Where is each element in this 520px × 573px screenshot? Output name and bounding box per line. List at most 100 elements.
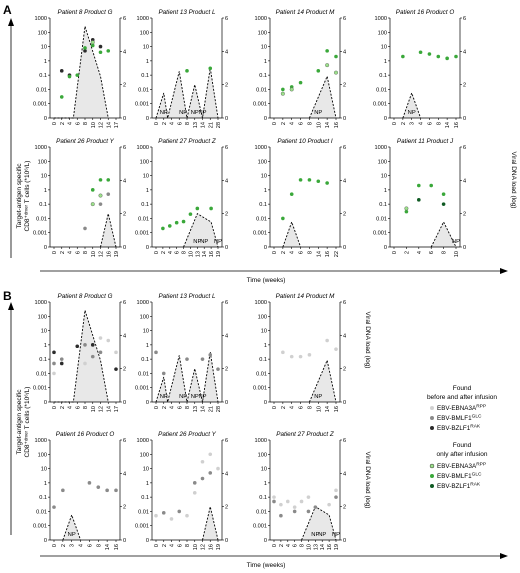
data-point bbox=[208, 353, 213, 357]
left-arrow-b-head bbox=[8, 302, 14, 310]
legend-swatch bbox=[430, 474, 434, 478]
data-point bbox=[313, 505, 318, 509]
np-label: NP bbox=[68, 532, 76, 538]
legend-swatch bbox=[429, 463, 435, 469]
left-tick-label: 10 bbox=[41, 45, 47, 51]
chart-5: Patient 26 Product Y10001001010.10.010.0… bbox=[33, 138, 126, 257]
data-point bbox=[417, 183, 421, 188]
data-point bbox=[325, 338, 329, 343]
right-tick-label: 4 bbox=[123, 49, 126, 55]
data-point bbox=[52, 505, 56, 509]
left-tick-label: 0.01 bbox=[138, 216, 149, 222]
x-tick-label: 4 bbox=[68, 406, 74, 409]
viral-load-area bbox=[282, 222, 301, 247]
x-tick-label: 16 bbox=[208, 544, 214, 550]
x-tick-label: 16 bbox=[106, 251, 112, 257]
x-tick-label: 13 bbox=[313, 544, 319, 550]
data-point bbox=[98, 50, 103, 55]
chart-2: Patient 13 Product L 1000 100 10 1 0.1 0.01 0.0… bbox=[135, 9, 228, 128]
viral-load-area bbox=[54, 310, 109, 402]
data-point bbox=[272, 495, 276, 499]
left-tick-label: 100 bbox=[258, 314, 267, 320]
x-tick-label: 6 bbox=[87, 544, 93, 547]
x-tick-label: 10 bbox=[316, 122, 322, 128]
left-ylabel-b-2: CD8⁺ᵈᵐᵉʳ T cells (*10⁶/L) bbox=[24, 387, 31, 458]
x-tick-label: 14 bbox=[202, 251, 208, 257]
x-tick-label: 16 bbox=[325, 251, 331, 257]
x-tick-label: 0 bbox=[52, 251, 58, 254]
x-tick-label: 14 bbox=[201, 406, 207, 412]
data-point bbox=[334, 347, 338, 351]
viral-load-line bbox=[402, 91, 421, 119]
data-point bbox=[59, 95, 64, 99]
left-tick-label: 0.01 bbox=[256, 87, 267, 93]
left-tick-label: 0.1 bbox=[141, 73, 149, 79]
x-tick-label: 6 bbox=[175, 251, 181, 254]
data-point bbox=[404, 209, 409, 214]
np-label: NP bbox=[314, 110, 322, 116]
x-tick-label: 16 bbox=[114, 544, 120, 550]
data-point bbox=[427, 52, 432, 56]
left-tick-label: 0.01 bbox=[36, 216, 47, 222]
data-point bbox=[280, 91, 285, 96]
data-point bbox=[83, 361, 87, 366]
left-tick-label: 10 bbox=[41, 329, 47, 335]
x-tick-label: 2 bbox=[404, 251, 410, 254]
x-tick-label: 6 bbox=[177, 122, 183, 125]
left-tick-label: 0.001 bbox=[253, 386, 267, 392]
x-tick-label: 8 bbox=[307, 251, 313, 254]
left-tick-label: 100 bbox=[38, 30, 47, 36]
left-tick-label: 1 bbox=[384, 59, 387, 65]
legend-swatch bbox=[430, 406, 434, 410]
viral-load-area bbox=[183, 213, 218, 247]
data-point bbox=[59, 361, 64, 366]
data-point bbox=[208, 471, 213, 475]
left-tick-label: 0.001 bbox=[135, 102, 149, 108]
x-tick-label: 12 bbox=[201, 544, 207, 550]
np-label: NP bbox=[332, 532, 340, 538]
right-tick-label: 2 bbox=[343, 212, 346, 218]
right-tick-label: 4 bbox=[225, 333, 228, 339]
data-point bbox=[181, 219, 186, 224]
left-tick-label: 1 bbox=[44, 481, 47, 487]
x-tick-label: 2 bbox=[60, 251, 66, 254]
left-tick-label: 0.01 bbox=[36, 371, 47, 377]
data-point bbox=[289, 192, 294, 196]
viral-load-line bbox=[62, 513, 81, 541]
np-label: NP bbox=[311, 532, 319, 538]
data-point bbox=[306, 495, 311, 499]
data-point bbox=[98, 350, 103, 355]
time-arrow-a-head bbox=[500, 268, 508, 274]
chart-6: Patient 27 Product Z10001001010.10.010.0… bbox=[135, 138, 228, 257]
left-tick-label: 0.001 bbox=[373, 231, 387, 237]
left-tick-label: 0.001 bbox=[33, 102, 47, 108]
right-ylabel-b: Viral DNA load (log) bbox=[364, 312, 371, 369]
x-tick-label: 13 bbox=[193, 122, 199, 128]
chart-title: Patient 16 Product O bbox=[56, 431, 115, 438]
left-tick-label: 100 bbox=[140, 159, 149, 165]
data-point bbox=[177, 509, 182, 514]
x-tick-label: 2 bbox=[161, 251, 167, 254]
right-tick-label: 4 bbox=[463, 49, 466, 55]
data-point bbox=[307, 178, 312, 182]
right-tick-label: 4 bbox=[123, 178, 126, 184]
data-point bbox=[185, 513, 189, 518]
right-tick-label: 6 bbox=[343, 145, 346, 151]
legend-swatch bbox=[430, 484, 434, 488]
np-label: NP bbox=[314, 394, 322, 400]
viral-load-line bbox=[202, 506, 219, 541]
data-point bbox=[325, 49, 329, 53]
data-point bbox=[292, 505, 297, 509]
right-tick-label: 2 bbox=[123, 367, 126, 373]
panel-label-a: A bbox=[3, 3, 12, 17]
left-tick-label: 1 bbox=[384, 188, 387, 194]
x-tick-label: 16 bbox=[454, 122, 460, 128]
data-point bbox=[114, 367, 118, 371]
x-tick-label: 14 bbox=[445, 122, 451, 128]
data-point bbox=[334, 54, 338, 59]
left-tick-label: 10 bbox=[41, 467, 47, 473]
data-point bbox=[61, 488, 65, 493]
left-tick-label: 0.1 bbox=[259, 73, 267, 79]
x-tick-label: 4 bbox=[79, 544, 85, 547]
right-tick-label: 2 bbox=[225, 212, 228, 218]
